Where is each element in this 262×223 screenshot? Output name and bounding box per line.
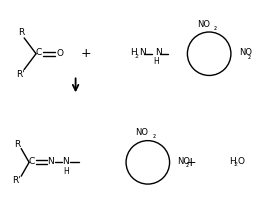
- Text: 2: 2: [234, 162, 238, 167]
- Text: ₂: ₂: [186, 160, 189, 169]
- Text: NO: NO: [239, 48, 252, 57]
- Text: C: C: [36, 48, 42, 57]
- Text: NO: NO: [177, 157, 190, 166]
- Text: O: O: [238, 157, 245, 166]
- Text: NO: NO: [135, 128, 148, 137]
- Text: R: R: [14, 140, 20, 149]
- Text: H: H: [63, 167, 69, 176]
- Text: ₂: ₂: [247, 52, 250, 61]
- Text: H: H: [229, 157, 236, 166]
- Text: O: O: [56, 49, 63, 58]
- Text: +: +: [186, 156, 197, 169]
- Text: C: C: [29, 157, 35, 166]
- Text: 2: 2: [135, 54, 139, 59]
- Text: H: H: [153, 57, 159, 66]
- Text: N: N: [155, 48, 161, 57]
- Text: NO: NO: [197, 20, 210, 29]
- Text: ₂: ₂: [214, 23, 217, 32]
- Text: N: N: [47, 157, 54, 166]
- Text: ₂: ₂: [152, 131, 155, 140]
- Text: N: N: [139, 48, 146, 57]
- Text: R: R: [18, 29, 24, 37]
- Text: R': R': [16, 70, 25, 79]
- Text: N: N: [62, 157, 69, 166]
- Text: H: H: [130, 48, 137, 57]
- Text: +: +: [80, 47, 91, 60]
- Text: R': R': [12, 176, 21, 185]
